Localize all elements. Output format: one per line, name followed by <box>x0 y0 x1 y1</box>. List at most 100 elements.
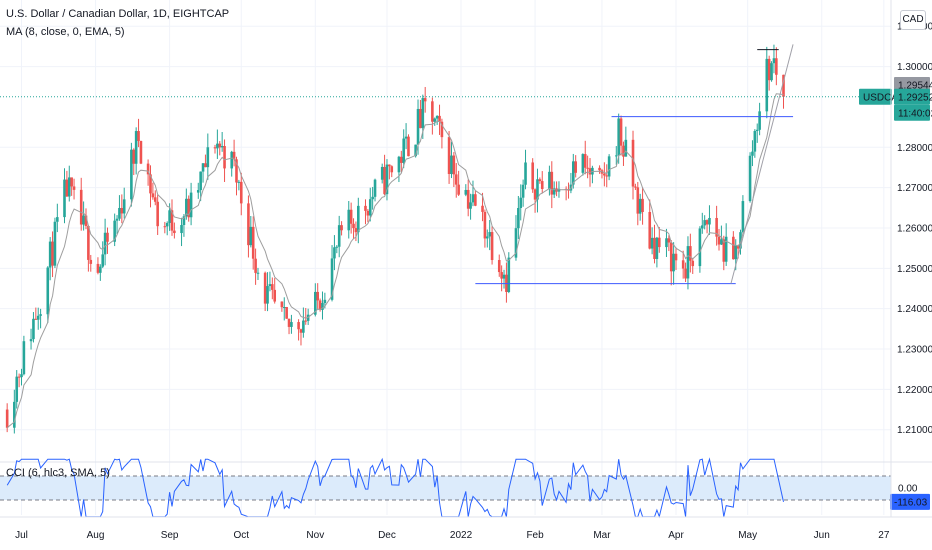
candle-body <box>263 272 267 304</box>
candle-body <box>517 208 520 229</box>
candle-body <box>230 151 234 169</box>
candle-body <box>715 217 718 237</box>
candle-body <box>285 307 288 319</box>
candle-body <box>550 171 554 195</box>
candle-body <box>314 291 317 315</box>
candle-body <box>407 136 410 157</box>
y-tick-label: 1.30000 <box>897 62 932 73</box>
candle-body <box>770 63 773 81</box>
ema-line <box>6 93 784 429</box>
candle-body <box>514 228 518 258</box>
candle-body <box>239 181 243 204</box>
candle-body <box>137 131 140 141</box>
candle-body <box>674 253 678 261</box>
candle-body <box>388 164 391 167</box>
candle-body <box>113 220 116 242</box>
candle-body <box>216 143 219 149</box>
candle-body <box>153 197 157 202</box>
candle-body <box>607 156 611 177</box>
candle-body <box>185 198 188 217</box>
candle-body <box>698 228 702 267</box>
candle-body <box>775 58 778 75</box>
currency-button[interactable]: CAD <box>900 10 926 30</box>
candle-body <box>67 177 71 197</box>
candle-body <box>588 168 592 175</box>
candle-body <box>488 232 491 237</box>
candle-body <box>182 216 186 226</box>
candle-body <box>741 201 745 233</box>
x-tick-label: Sep <box>161 530 179 541</box>
candle-body <box>469 202 472 209</box>
candle-body <box>402 138 405 163</box>
candle-body <box>732 236 735 260</box>
candle-body <box>667 238 671 243</box>
candle-body <box>641 198 644 212</box>
candle-body <box>168 210 171 223</box>
candle-body <box>96 263 100 273</box>
candle-body <box>199 171 202 191</box>
candle-body <box>256 272 260 274</box>
candle-body <box>63 179 66 218</box>
candle-body <box>20 374 23 378</box>
trend-line <box>730 44 794 284</box>
candle-body <box>299 329 303 333</box>
candle-body <box>266 286 269 304</box>
x-tick-label: Feb <box>526 530 544 541</box>
candle-body <box>531 162 534 190</box>
candle-body <box>151 193 155 198</box>
candle-body <box>536 179 539 200</box>
candle-body <box>574 161 577 173</box>
candle-body <box>507 257 511 292</box>
candle-body <box>457 184 460 195</box>
candle-body <box>165 222 169 227</box>
candle-body <box>220 146 224 148</box>
candle-body <box>337 225 341 247</box>
candle-body <box>235 159 238 183</box>
x-tick-label: Jun <box>814 530 830 541</box>
candle-body <box>650 237 654 249</box>
candle-body <box>433 118 437 122</box>
candle-body <box>700 225 704 229</box>
candle-body <box>681 260 685 269</box>
candle-body <box>708 217 711 225</box>
x-tick-label: Mar <box>593 530 611 541</box>
candle-body <box>48 241 52 268</box>
candle-body <box>684 268 687 279</box>
candle-body <box>82 215 85 225</box>
candle-body <box>772 58 776 64</box>
candle-body <box>471 194 475 203</box>
candle-body <box>146 163 150 175</box>
y-tick-label: 1.28000 <box>897 143 932 154</box>
candle-body <box>139 140 143 164</box>
candle-body <box>218 143 222 148</box>
candle-body <box>622 145 625 157</box>
candle-body <box>232 151 236 160</box>
candle-body <box>79 189 83 225</box>
candle-body <box>287 318 291 327</box>
candle-body <box>101 254 105 267</box>
candle-body <box>423 98 427 102</box>
candle-body <box>268 284 272 287</box>
candle-body <box>524 162 527 185</box>
candle-body <box>669 242 673 272</box>
candle-body <box>765 58 769 112</box>
candle-body <box>481 205 484 212</box>
chart-title: U.S. Dollar / Canadian Dollar, 1D, EIGHT… <box>6 8 230 20</box>
candle-body <box>724 236 728 262</box>
candle-body <box>636 187 640 214</box>
candle-body <box>748 155 752 202</box>
candle-body <box>302 320 305 333</box>
cci-band <box>0 476 891 500</box>
candle-body <box>419 108 422 129</box>
candle-body <box>474 194 477 206</box>
price-tag-last-bg <box>894 88 930 105</box>
candle-body <box>89 259 93 264</box>
candle-body <box>466 189 470 209</box>
ma-legend: MA (8, close, 0, EMA, 5) <box>6 26 125 38</box>
candle-body <box>316 291 320 301</box>
candle-body <box>552 188 556 195</box>
candle-body <box>349 209 353 224</box>
candle-body <box>450 155 453 175</box>
candle-body <box>251 226 255 259</box>
